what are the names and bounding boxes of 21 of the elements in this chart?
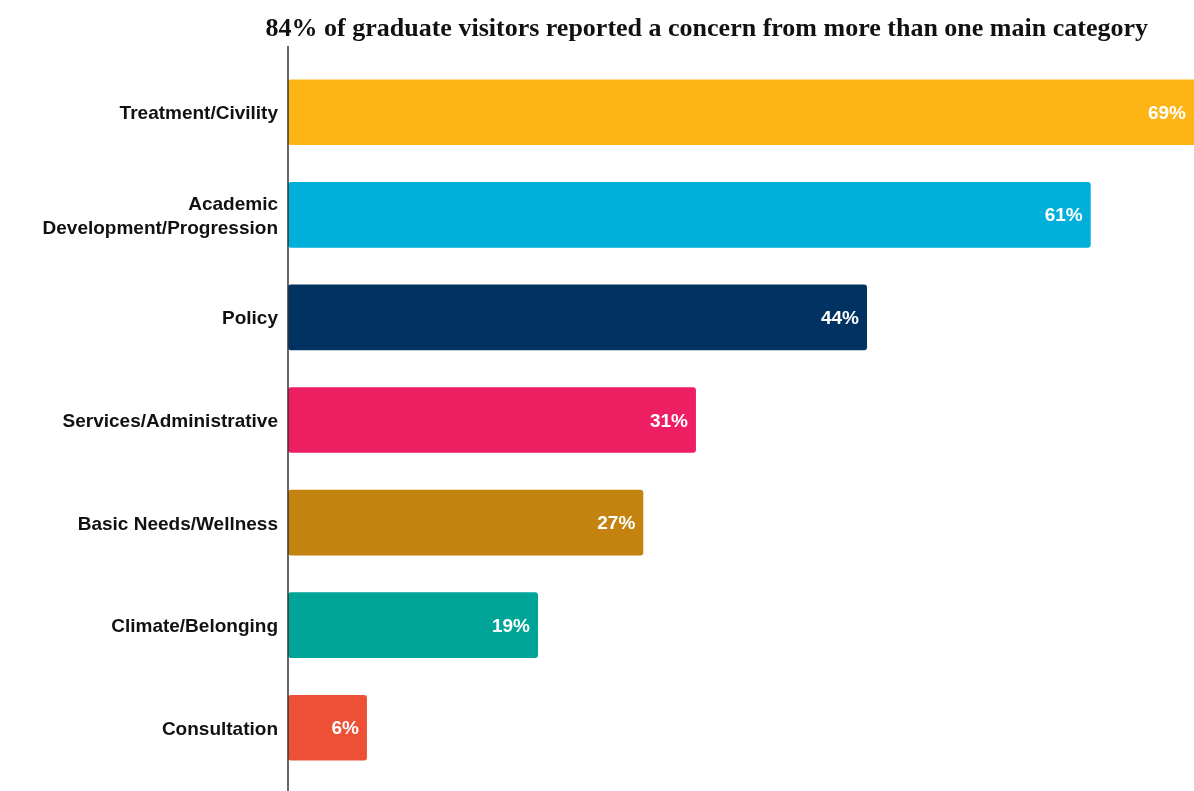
bar: [288, 284, 868, 351]
bar: [288, 387, 696, 453]
y-tick-label: Treatment/Civility: [119, 101, 279, 123]
chart-subtitle: 84% of graduate visitors reported a concern from more than one main category: [265, 13, 1148, 42]
data-label: 61%: [1044, 204, 1083, 226]
bar: [288, 592, 539, 658]
data-label: 69%: [1147, 101, 1187, 123]
y-tick-label: Basic Needs/Wellness: [77, 512, 278, 534]
bar: [288, 489, 644, 556]
y-tick-label: Services/Administrative: [62, 409, 278, 431]
y-tick-label: Academic Development/Progression: [42, 192, 279, 238]
data-label: 27%: [597, 512, 636, 534]
y-tick-label: Policy: [222, 306, 279, 328]
data-label: 19%: [492, 614, 531, 636]
bar: [288, 182, 1091, 248]
y-tick-label: Consultation: [161, 717, 278, 739]
data-label: 31%: [649, 409, 689, 431]
y-tick-label: Climate/Belonging: [111, 614, 278, 636]
bar: [288, 694, 367, 761]
data-label: 6%: [331, 717, 360, 739]
data-label: 44%: [820, 306, 860, 328]
